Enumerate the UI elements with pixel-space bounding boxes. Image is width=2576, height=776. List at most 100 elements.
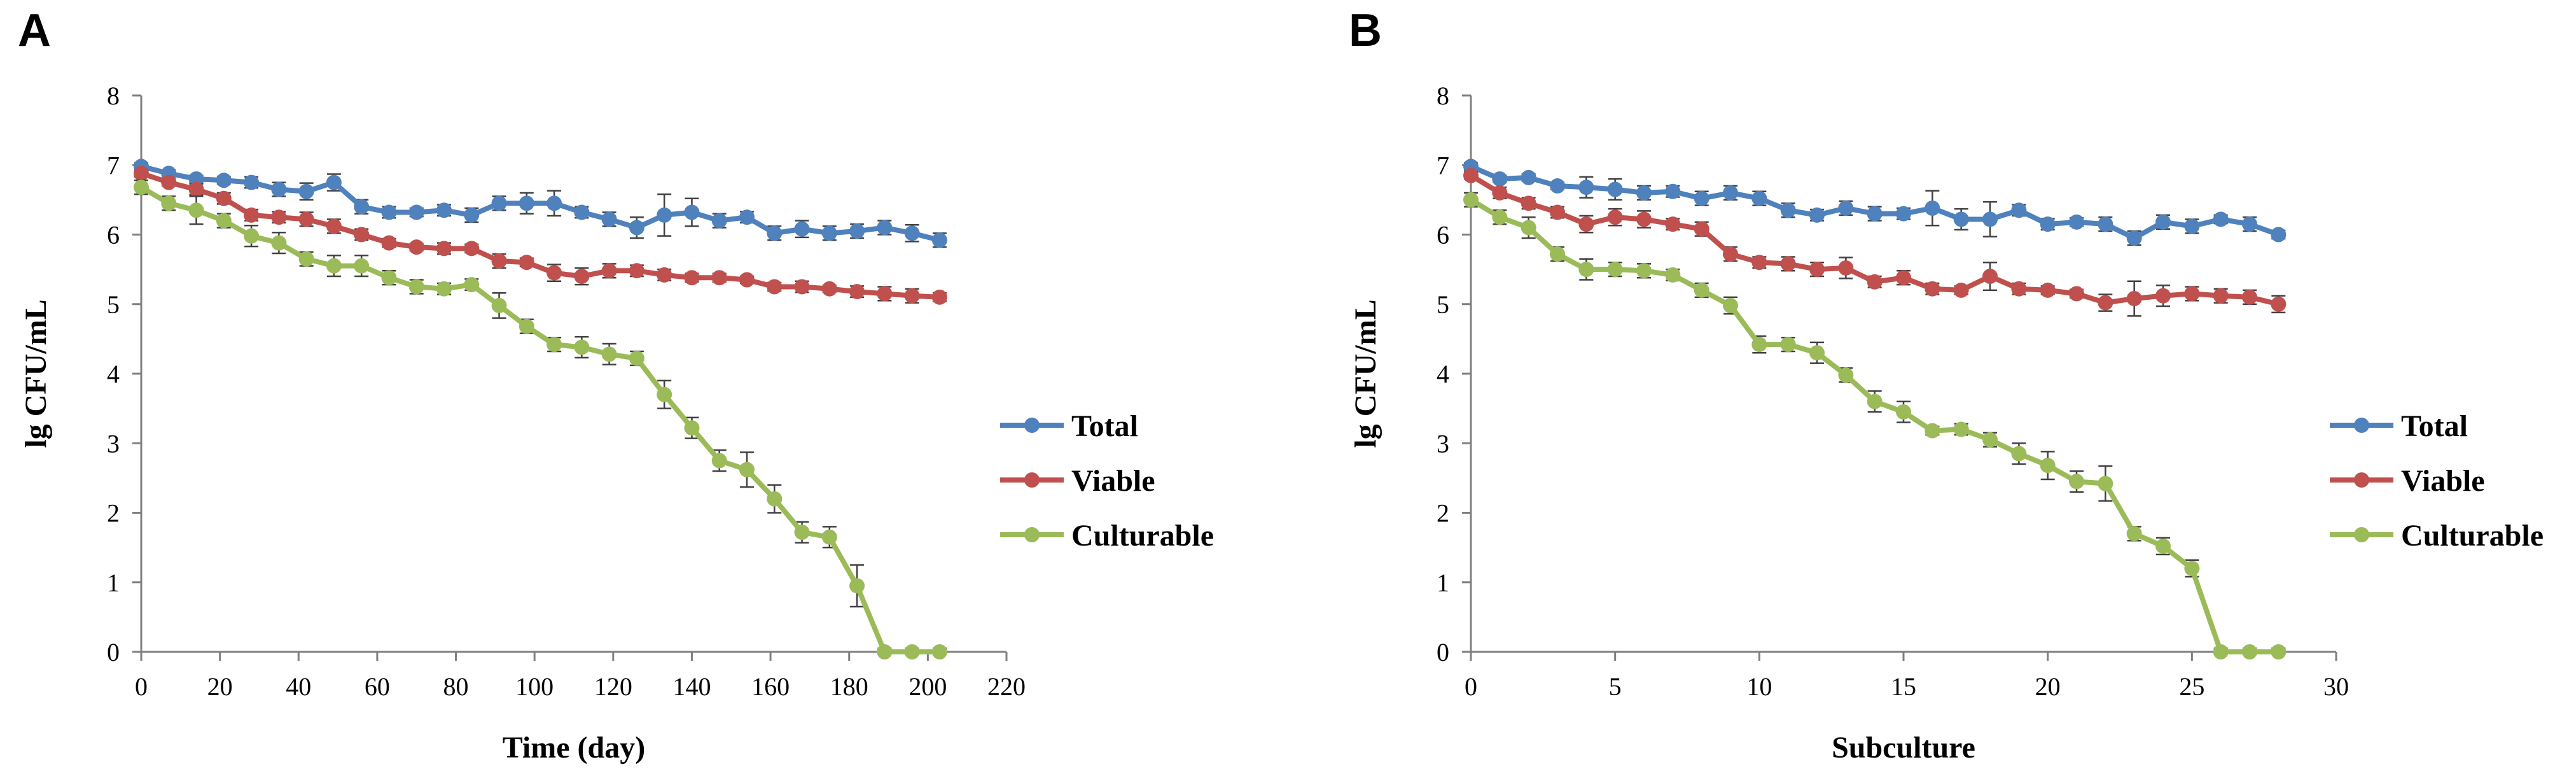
legend-item-total: Total <box>1000 409 1138 443</box>
data-point <box>354 199 370 215</box>
data-point <box>381 204 397 220</box>
data-point <box>574 339 590 355</box>
x-tick-label: 15 <box>1891 672 1916 701</box>
data-point <box>2098 295 2113 311</box>
x-axis-title: Subculture <box>1832 731 1975 765</box>
data-point <box>1982 269 1998 285</box>
data-point <box>2098 216 2113 232</box>
data-point <box>1636 211 1652 227</box>
x-tick-label: 200 <box>909 672 947 701</box>
series-viable <box>134 166 947 305</box>
data-point <box>1809 262 1825 278</box>
data-point <box>271 181 287 197</box>
x-tick-label: 120 <box>594 672 632 701</box>
data-point <box>2126 291 2142 307</box>
data-point <box>877 220 893 236</box>
data-point <box>1982 432 1998 448</box>
data-point <box>1953 282 1969 298</box>
data-point <box>904 644 920 660</box>
data-point <box>931 644 947 660</box>
y-tick-label: 3 <box>107 429 120 458</box>
data-point <box>1578 180 1594 195</box>
data-point <box>2155 538 2171 554</box>
data-point <box>381 270 397 286</box>
legend-item-culturable: Culturable <box>2330 519 2544 553</box>
data-point <box>547 265 562 281</box>
legend: Total Viable Culturable <box>2330 409 2544 553</box>
legend-item-total: Total <box>2330 409 2468 443</box>
x-tick-label: 30 <box>2323 672 2349 701</box>
data-point <box>161 195 177 211</box>
data-point <box>326 174 342 190</box>
legend-swatch-marker <box>1024 527 1040 542</box>
data-point <box>298 183 314 199</box>
y-axis-title: lg CFU/mL <box>19 299 53 448</box>
data-point <box>684 204 700 220</box>
x-tick-label: 10 <box>1746 672 1772 701</box>
data-point <box>657 386 672 402</box>
data-point <box>216 173 232 188</box>
series-line <box>140 171 940 300</box>
y-tick-label: 0 <box>1437 638 1449 667</box>
data-point <box>739 462 755 477</box>
x-tick-label: 80 <box>443 672 469 701</box>
data-point <box>1723 185 1738 201</box>
data-point <box>601 211 617 227</box>
y-tick-label: 6 <box>1437 221 1449 250</box>
x-tick-label: 5 <box>1609 672 1622 701</box>
legend-swatch-marker <box>1024 418 1040 433</box>
y-tick-label: 3 <box>1437 429 1449 458</box>
data-point <box>767 279 783 295</box>
data-point <box>1953 421 1969 437</box>
data-point <box>684 420 700 436</box>
x-axis-title: Time (day) <box>503 731 645 765</box>
data-point <box>519 255 534 271</box>
data-point <box>188 202 204 218</box>
panel-letter-b: B <box>1349 5 1382 56</box>
data-point <box>1607 181 1623 197</box>
data-point <box>491 297 507 313</box>
data-point <box>1925 281 1940 297</box>
data-point <box>849 578 865 594</box>
data-point <box>794 279 810 295</box>
data-point <box>1607 209 1623 225</box>
data-point <box>1953 211 1969 227</box>
data-point <box>1521 220 1536 236</box>
panel-b: B 0 1 2 3 4 5 6 7 8 0 5 10 15 20 25 30 Subculture lg CF… <box>1349 5 2544 765</box>
data-point <box>1550 246 1565 262</box>
data-point <box>1838 260 1854 276</box>
data-point <box>2271 227 2287 243</box>
data-point <box>381 235 397 251</box>
data-point <box>519 318 534 334</box>
data-point <box>2213 644 2229 660</box>
data-point <box>767 225 783 241</box>
data-point <box>904 225 920 241</box>
data-point <box>629 350 644 366</box>
data-point <box>408 204 424 220</box>
data-point <box>1896 206 1911 222</box>
data-point <box>1578 216 1594 232</box>
data-point <box>1665 183 1681 199</box>
y-axis-title: lg CFU/mL <box>1349 299 1382 448</box>
data-point <box>2069 286 2084 302</box>
data-point <box>354 227 370 243</box>
data-point <box>1751 337 1767 353</box>
data-point <box>1896 270 1911 286</box>
data-point <box>1751 190 1767 206</box>
data-point <box>134 180 149 195</box>
data-point <box>464 241 480 257</box>
data-point <box>326 258 342 274</box>
data-point <box>574 204 590 220</box>
legend-item-viable: Viable <box>1000 464 1155 498</box>
x-tick-label: 180 <box>830 672 868 701</box>
data-point <box>794 525 810 540</box>
x-tick-label: 0 <box>1465 672 1477 701</box>
data-point <box>1723 246 1738 262</box>
data-point <box>1463 192 1479 208</box>
data-point <box>1925 423 1940 439</box>
data-point <box>2155 288 2171 304</box>
legend-swatch-marker <box>1024 472 1040 488</box>
data-point <box>1780 202 1796 218</box>
y-tick-label: 0 <box>107 638 120 667</box>
data-point <box>711 453 727 469</box>
